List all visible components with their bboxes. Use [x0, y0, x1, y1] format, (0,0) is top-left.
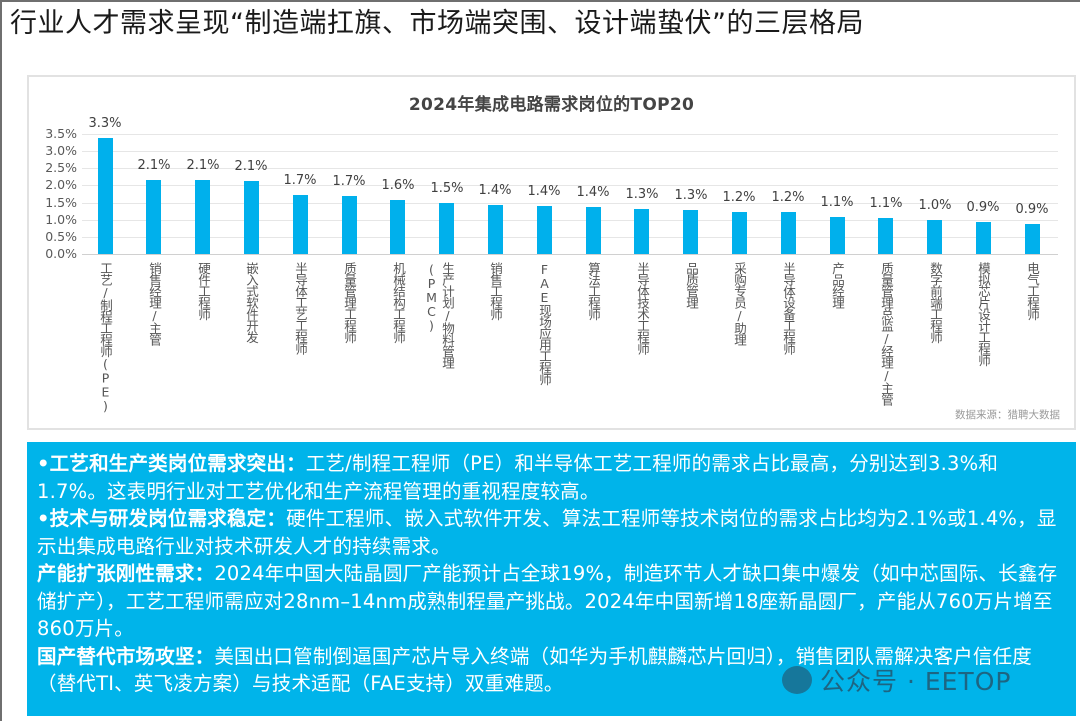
note-heading: •技术与研发岗位需求稳定	[37, 507, 267, 530]
bar-value-label: 1.0%	[918, 198, 952, 213]
gridline	[82, 185, 1058, 186]
note-text: 硬件工程师、嵌入式软件开发、算法工程师等技术岗位的需求占比均为2.1%或1.4%…	[37, 507, 1057, 558]
bar	[878, 218, 893, 254]
bar-value-label: 1.6%	[381, 178, 415, 193]
note-heading: 国产替代市场攻坚	[37, 644, 195, 668]
slide-title: 行业人才需求呈现“制造端扛旗、市场端突围、设计端蛰伏”的三层格局	[10, 8, 864, 39]
gridline	[82, 168, 1058, 169]
bar-value-label: 1.7%	[332, 174, 366, 189]
bar	[732, 212, 747, 254]
x-axis-category-label: 生产计划/物料管理(PMC)	[424, 262, 455, 368]
x-axis-category-label: 质量管理工程师	[342, 262, 357, 343]
gridline	[82, 237, 1058, 238]
bar	[634, 209, 649, 254]
gridline	[82, 134, 1058, 135]
bar-value-label: 1.4%	[527, 184, 561, 199]
bar-value-label: 1.3%	[674, 188, 708, 203]
x-axis-category-label: 嵌入式软件开发	[244, 262, 259, 343]
x-axis-category-label: 数字前端工程师	[928, 262, 943, 343]
bar-value-label: 2.1%	[234, 159, 268, 174]
x-axis-category-label: 产品经理	[830, 262, 845, 308]
bar	[439, 203, 454, 254]
x-axis-category-label: FAE现场应用工程师	[537, 262, 552, 385]
bar	[342, 196, 357, 254]
bar-value-label: 1.1%	[869, 196, 903, 211]
chart-title: 2024年集成电路需求岗位的TOP20	[408, 95, 695, 115]
y-axis-tick-label: 3.0%	[45, 143, 77, 158]
note-paragraph: 产能扩张刚性需求：2024年中国大陆晶圆厂产能预计占全球19%，制造环节人才缺口…	[37, 562, 1058, 640]
note-text: 2024年中国大陆晶圆厂产能预计占全球19%，制造环节人才缺口集中爆发（如中芯国…	[37, 562, 1058, 640]
x-axis-category-label: 算法工程师	[586, 262, 601, 320]
gridline	[82, 203, 1058, 204]
bar	[586, 207, 601, 254]
bar	[1025, 224, 1040, 254]
x-axis-category-label: 模拟芯片设计工程师	[976, 262, 991, 366]
x-axis-category-label: 硬件工程师	[196, 262, 211, 320]
bar	[146, 180, 161, 254]
data-source-note: 数据来源：猎聘大数据	[955, 409, 1060, 421]
x-axis-category-label: 半导体工艺工程师	[293, 262, 308, 354]
gridline	[82, 151, 1058, 152]
bar	[293, 195, 308, 254]
x-axis-category-label: 销售经理/主管	[147, 262, 162, 345]
bar-value-label: 2.1%	[186, 158, 220, 173]
y-axis-tick-label: 0.5%	[45, 229, 77, 244]
bar	[976, 222, 991, 254]
bar-value-label: 3.3%	[88, 116, 122, 131]
bar-value-label: 1.3%	[625, 187, 659, 202]
note-heading: •工艺和生产类岗位需求突出	[37, 452, 287, 475]
note-heading: 产能扩张刚性需求	[37, 562, 195, 585]
x-axis-category-label: 质量管理总监/经理/主管	[879, 262, 894, 405]
bar	[488, 205, 503, 254]
bar	[244, 181, 259, 254]
x-axis-category-label: 工艺/制程工程师(PE)	[98, 262, 113, 413]
bar	[830, 217, 845, 254]
bar	[195, 180, 210, 254]
y-axis-tick-label: 2.0%	[45, 177, 77, 192]
x-axis-category-label: 销售工程师	[488, 262, 503, 320]
note-paragraph: 国产替代市场攻坚：美国出口管制倒逼国产芯片导入终端（如华为手机麒麟芯片回归），销…	[37, 644, 1032, 696]
bar-value-label: 1.5%	[430, 181, 464, 196]
bar-value-label: 2.1%	[137, 158, 171, 173]
bar	[537, 206, 552, 254]
x-axis-category-label: 品质管理	[684, 262, 699, 308]
note-text: 工艺/制程工程师（PE）和半导体工艺工程师的需求占比最高，分别达到3.3%和1.…	[37, 452, 999, 503]
gridline	[82, 220, 1058, 221]
bar	[98, 138, 113, 254]
bar-value-label: 1.2%	[722, 190, 756, 205]
bar-value-label: 1.4%	[478, 183, 512, 198]
x-axis-category-label: 半导体技术工程师	[635, 262, 650, 354]
x-axis-category-label: 采购专员/助理	[732, 262, 747, 345]
note-text: 美国出口管制倒逼国产芯片导入终端（如华为手机麒麟芯片回归），销售团队需解决客户信…	[37, 644, 1032, 696]
bar-value-label: 1.7%	[283, 173, 317, 188]
y-axis-tick-label: 1.0%	[45, 212, 77, 227]
y-axis-tick-label: 1.5%	[45, 195, 77, 210]
bar	[683, 210, 698, 254]
y-axis-tick-label: 0.0%	[45, 246, 77, 261]
bar-value-label: 0.9%	[966, 200, 1000, 215]
bar	[927, 220, 942, 254]
x-axis-category-label: 电气工程师	[1025, 262, 1040, 320]
x-axis-category-label: 机械结构工程师	[391, 262, 406, 343]
note-paragraph: •工艺和生产类岗位需求突出：工艺/制程工程师（PE）和半导体工艺工程师的需求占比…	[37, 452, 999, 503]
x-axis-category-label: 半导体设备工程师	[781, 262, 796, 354]
bar-value-label: 1.1%	[820, 195, 854, 210]
bar-value-label: 1.4%	[576, 185, 610, 200]
note-paragraph: •技术与研发岗位需求稳定：硬件工程师、嵌入式软件开发、算法工程师等技术岗位的需求…	[37, 507, 1057, 558]
insight-notes-box: •工艺和生产类岗位需求突出：工艺/制程工程师（PE）和半导体工艺工程师的需求占比…	[27, 442, 1076, 716]
y-axis-tick-label: 2.5%	[45, 160, 77, 175]
y-axis-tick-label: 3.5%	[45, 126, 77, 141]
chart-frame: 2024年集成电路需求岗位的TOP20 0.0% 0.5% 1.0% 1.5% 2.0%…	[27, 75, 1076, 430]
x-axis-line	[82, 254, 1058, 255]
bar	[390, 200, 405, 254]
bar-value-label: 1.2%	[771, 190, 805, 205]
bar	[781, 212, 796, 254]
bar-chart-plot: 0.0% 0.5% 1.0% 1.5% 2.0% 2.5% 3.0% 3.5% 3.3% 工艺/制…	[29, 77, 1074, 428]
bar-value-label: 0.9%	[1015, 202, 1049, 217]
